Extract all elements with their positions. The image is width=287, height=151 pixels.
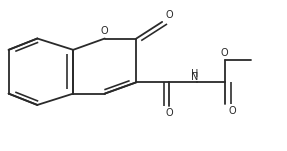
Text: O: O <box>165 10 173 20</box>
Text: O: O <box>166 108 173 118</box>
Text: O: O <box>220 48 228 58</box>
Text: O: O <box>101 26 108 36</box>
Text: N: N <box>191 72 199 82</box>
Text: H: H <box>191 69 199 79</box>
Text: O: O <box>229 106 236 116</box>
